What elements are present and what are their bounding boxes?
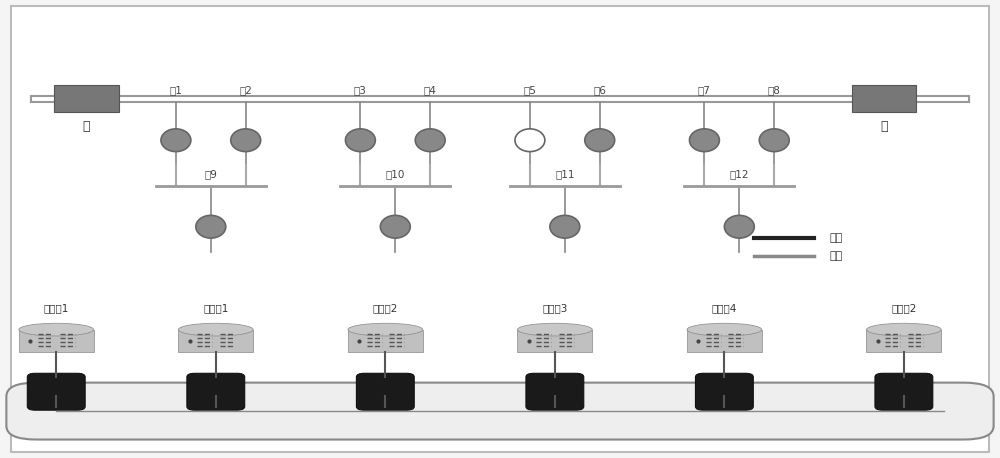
Text: 负3: 负3 [354,85,367,95]
FancyBboxPatch shape [178,330,253,352]
Text: 负9: 负9 [204,169,217,179]
Text: 负1: 负1 [169,85,182,95]
FancyBboxPatch shape [517,330,592,352]
FancyBboxPatch shape [54,85,119,113]
FancyBboxPatch shape [27,373,85,410]
Text: 负6: 负6 [593,85,606,95]
Ellipse shape [196,215,226,238]
Ellipse shape [515,129,545,152]
Ellipse shape [178,323,253,336]
Ellipse shape [689,129,719,152]
FancyBboxPatch shape [695,373,753,410]
Text: 负12: 负12 [730,169,749,179]
FancyBboxPatch shape [348,330,423,352]
Text: 光纤: 光纤 [829,251,842,262]
Ellipse shape [415,129,445,152]
Ellipse shape [759,129,789,152]
FancyBboxPatch shape [875,373,933,410]
FancyBboxPatch shape [852,85,916,113]
Ellipse shape [345,129,375,152]
Ellipse shape [19,323,94,336]
Ellipse shape [724,215,754,238]
FancyBboxPatch shape [19,330,94,352]
Text: 负7: 负7 [698,85,711,95]
Ellipse shape [517,323,592,336]
Text: 负5: 负5 [523,85,536,95]
FancyBboxPatch shape [526,373,584,410]
Text: 负4: 负4 [424,85,437,95]
Text: 甲: 甲 [82,120,90,133]
Text: 配电站1: 配电站1 [203,303,228,313]
Text: 电缆: 电缆 [829,233,842,243]
Ellipse shape [380,215,410,238]
Text: 负11: 负11 [555,169,575,179]
FancyBboxPatch shape [11,6,989,452]
Ellipse shape [231,129,261,152]
FancyBboxPatch shape [187,373,245,410]
Text: 配电站2: 配电站2 [373,303,398,313]
Ellipse shape [687,323,762,336]
Ellipse shape [348,323,423,336]
Ellipse shape [161,129,191,152]
Text: 负2: 负2 [239,85,252,95]
Text: 乙: 乙 [880,120,888,133]
FancyBboxPatch shape [356,373,414,410]
Text: 交电站2: 交电站2 [891,303,917,313]
Ellipse shape [585,129,615,152]
Ellipse shape [550,215,580,238]
Text: 负10: 负10 [386,169,405,179]
FancyBboxPatch shape [6,382,994,440]
Text: 配电站3: 配电站3 [542,303,568,313]
Text: 配电站4: 配电站4 [712,303,737,313]
FancyBboxPatch shape [866,330,941,352]
Text: 负8: 负8 [768,85,781,95]
FancyBboxPatch shape [687,330,762,352]
Ellipse shape [866,323,941,336]
Text: 交电站1: 交电站1 [44,303,69,313]
